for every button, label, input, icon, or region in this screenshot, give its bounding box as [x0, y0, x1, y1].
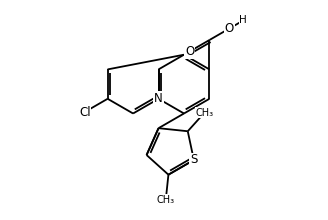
Text: CH₃: CH₃ [195, 108, 214, 118]
Text: O: O [185, 45, 194, 58]
Text: CH₃: CH₃ [157, 194, 175, 205]
Text: O: O [225, 22, 234, 35]
Text: N: N [154, 92, 163, 105]
Text: S: S [190, 154, 197, 167]
Text: Cl: Cl [79, 106, 91, 119]
Text: H: H [239, 15, 247, 26]
